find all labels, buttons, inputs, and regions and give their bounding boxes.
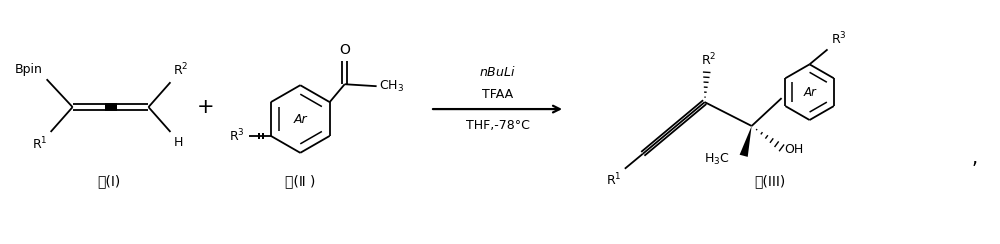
Text: H$_3$C: H$_3$C xyxy=(704,152,730,167)
Text: TFAA: TFAA xyxy=(482,88,513,101)
Text: O: O xyxy=(339,43,350,57)
Text: OH: OH xyxy=(785,143,804,156)
Text: Bpin: Bpin xyxy=(15,63,43,76)
Text: Ar: Ar xyxy=(803,86,816,99)
Text: R$^2$: R$^2$ xyxy=(701,52,716,68)
Text: R$^1$: R$^1$ xyxy=(606,172,622,188)
Text: 式(III): 式(III) xyxy=(754,175,785,189)
Polygon shape xyxy=(740,126,752,157)
Text: 式(I): 式(I) xyxy=(97,175,120,189)
Text: $n$BuLi: $n$BuLi xyxy=(479,65,516,79)
Text: R$^1$: R$^1$ xyxy=(32,136,48,152)
Text: H: H xyxy=(173,136,183,149)
Text: CH$_3$: CH$_3$ xyxy=(379,79,404,94)
Text: THF,-78°C: THF,-78°C xyxy=(466,119,529,132)
Text: ,: , xyxy=(971,149,977,168)
Text: R$^2$: R$^2$ xyxy=(173,62,189,78)
Text: Ar: Ar xyxy=(293,112,307,125)
Text: R$^3$: R$^3$ xyxy=(229,128,245,144)
Text: 式(Ⅱ ): 式(Ⅱ ) xyxy=(285,175,315,189)
Text: R$^3$: R$^3$ xyxy=(831,31,846,47)
Text: +: + xyxy=(197,97,214,117)
